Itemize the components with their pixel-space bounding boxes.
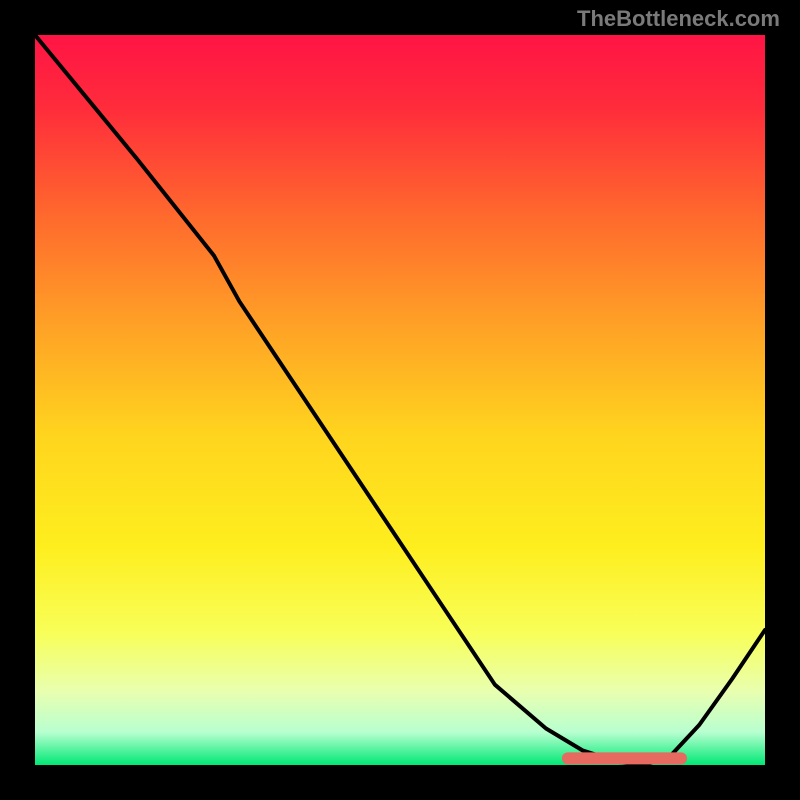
chart-svg — [0, 0, 800, 800]
watermark-text: TheBottleneck.com — [577, 6, 780, 32]
plot-gradient-area — [35, 35, 765, 765]
bottleneck-chart: TheBottleneck.com — [0, 0, 800, 800]
